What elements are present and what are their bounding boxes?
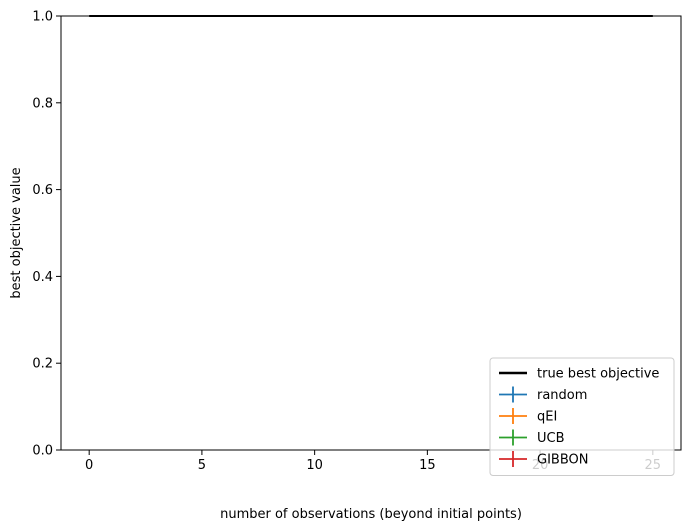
x-axis-label: number of observations (beyond initial p… [220, 507, 522, 522]
x-tick-label: 15 [419, 458, 436, 473]
x-tick-label: 0 [85, 458, 93, 473]
legend-box [489, 357, 675, 476]
y-tick-label: 0.8 [32, 96, 53, 111]
y-tick-label: 0.0 [32, 444, 53, 459]
y-tick-label: 1.0 [32, 10, 53, 25]
x-tick-label: 5 [198, 458, 206, 473]
y-tick-label: 0.4 [32, 270, 53, 285]
legend-label: UCB [537, 431, 565, 446]
y-axis: 0.0 0.2 0.4 0.6 0.8 1.0 [32, 10, 61, 459]
y-tick-label: 0.6 [32, 183, 53, 198]
plot-frame [60, 15, 682, 451]
legend-label: GIBBON [537, 453, 588, 468]
legend-label: true best objective [537, 367, 659, 382]
legend-label: qEI [537, 410, 557, 425]
y-axis-label: best objective value [9, 167, 24, 298]
y-tick-label: 0.2 [32, 357, 53, 372]
x-tick-label: 10 [306, 458, 323, 473]
legend: true best objective random qEI UCB GIBBON [489, 357, 675, 476]
legend-label: random [537, 388, 587, 403]
